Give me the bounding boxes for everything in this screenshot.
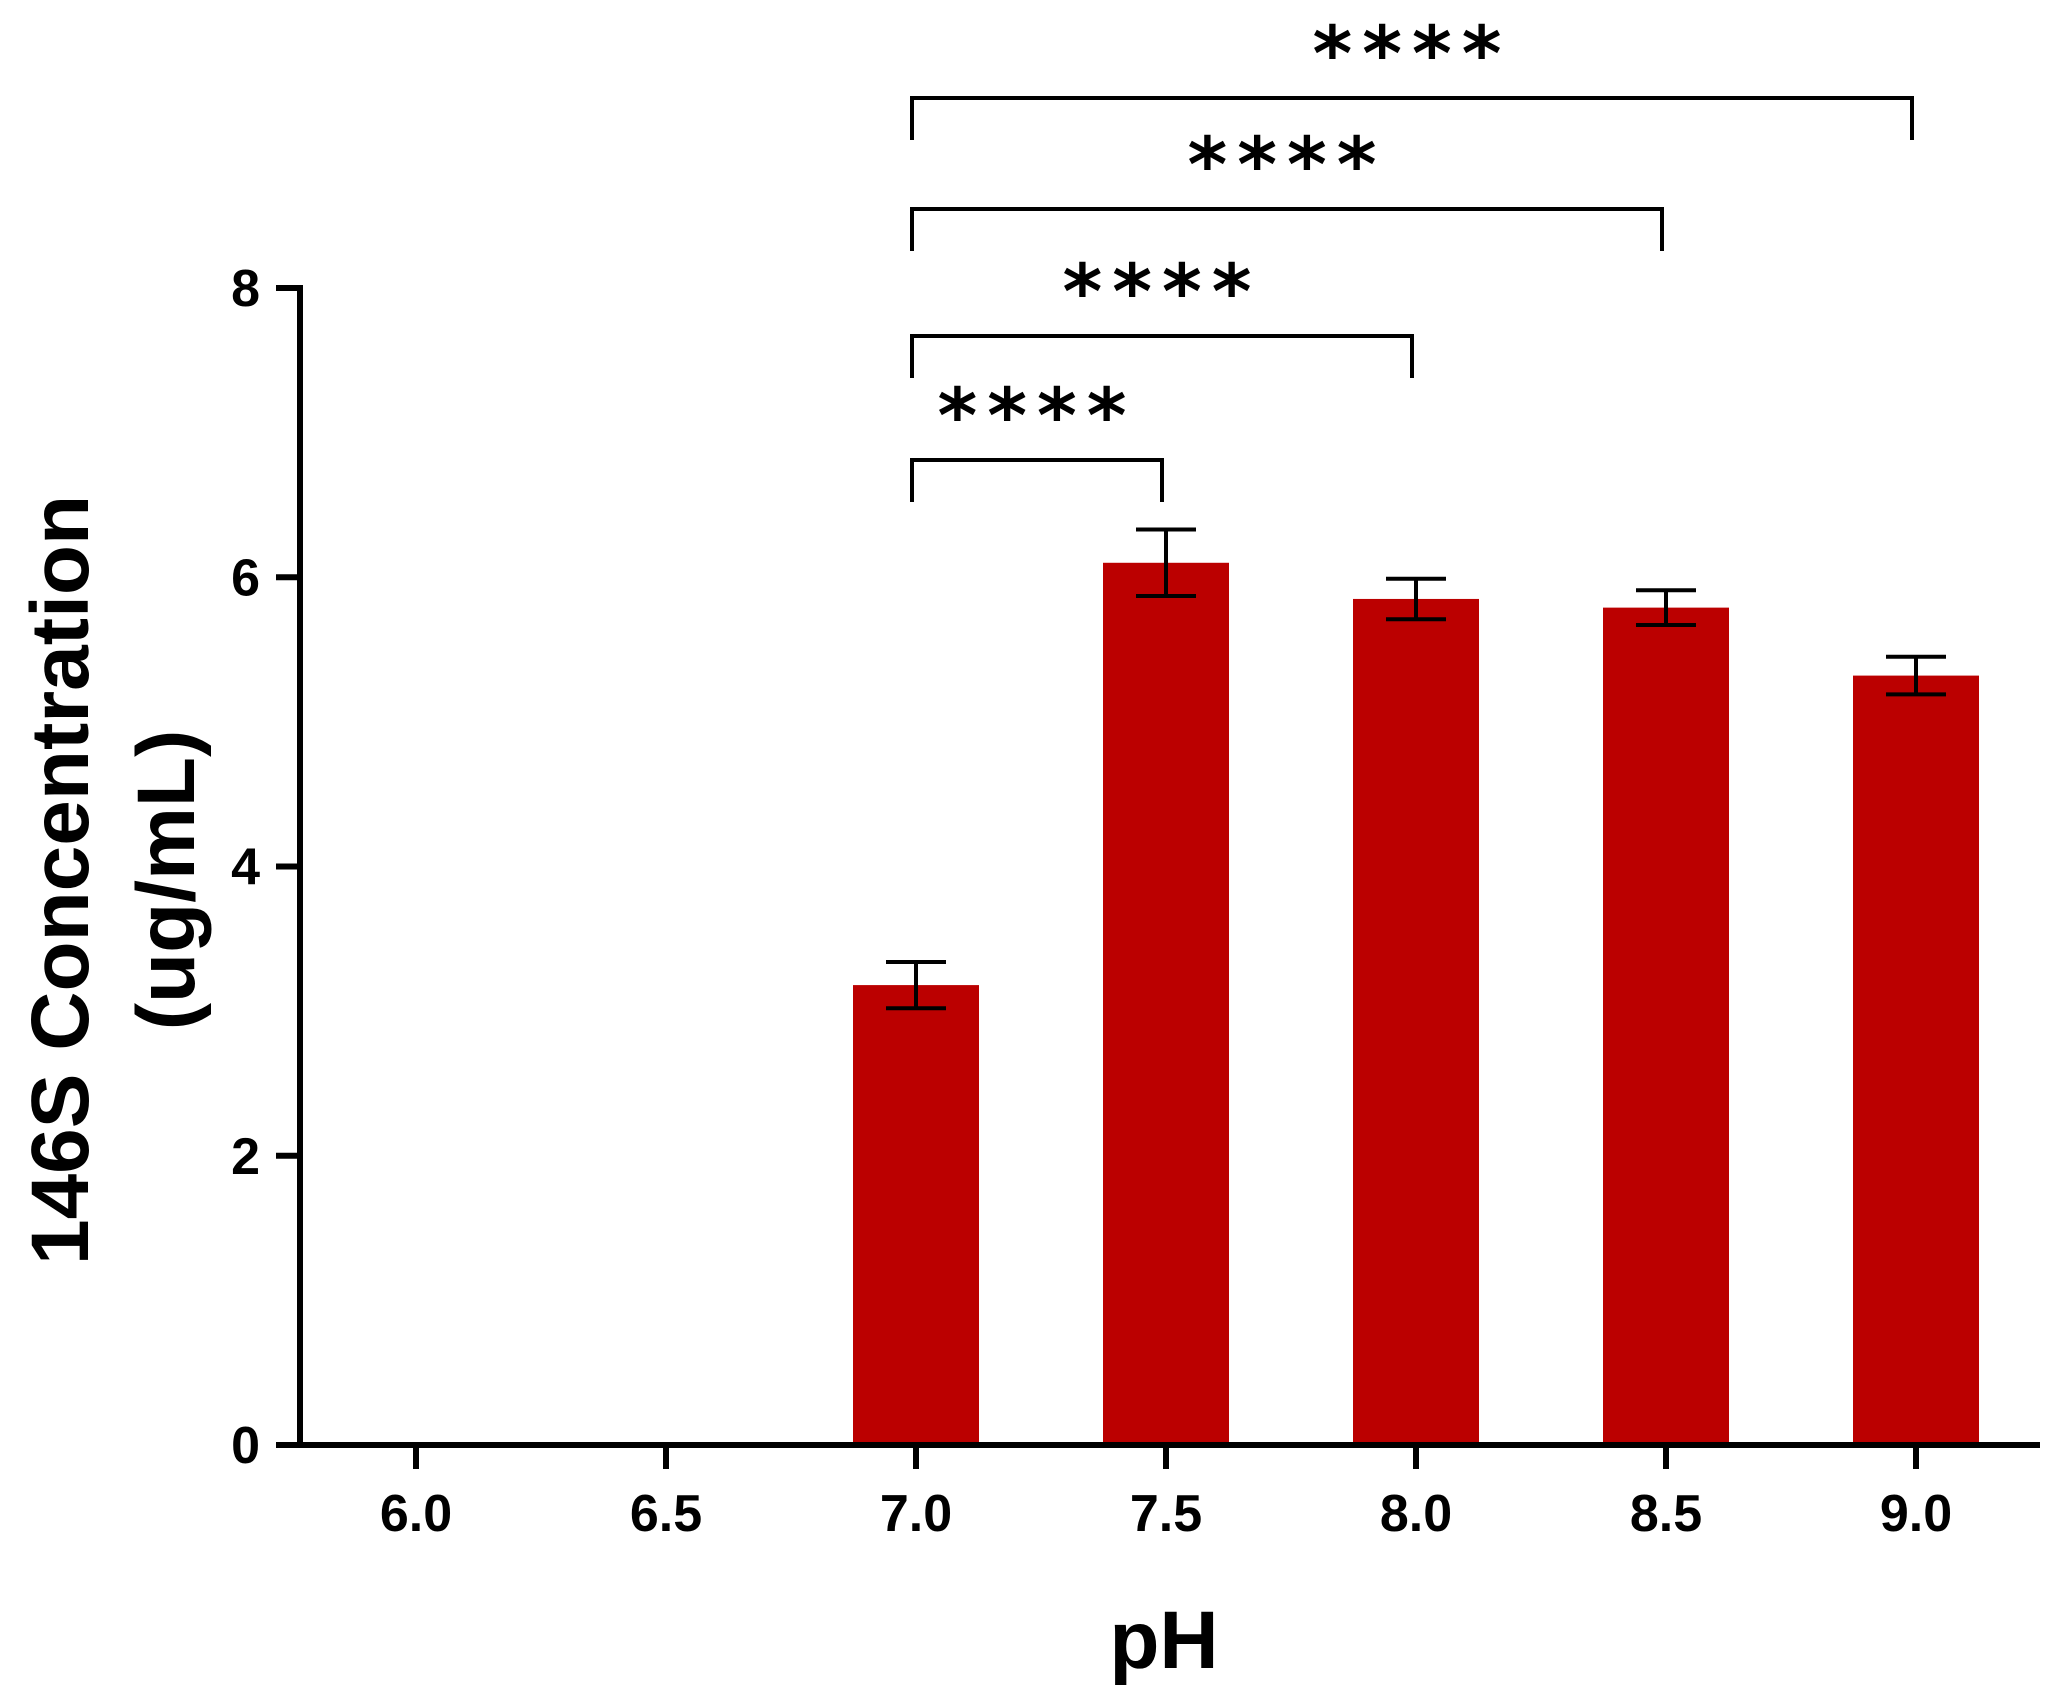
x-axis-title: pH: [1109, 1595, 1218, 1686]
y-tick-label-4: 4: [231, 839, 260, 897]
bar-7.0: [853, 985, 979, 1445]
x-tick-label-9.0: 9.0: [1880, 1485, 1952, 1543]
y-axis-title-line-1: 146S Concentration: [15, 495, 106, 1265]
x-tick-label-7.5: 7.5: [1130, 1485, 1202, 1543]
significance-bracket-line: [910, 458, 1164, 502]
error-bar-8.5: [1636, 588, 1696, 627]
significance-bracket-line: [910, 96, 1914, 140]
y-tick-label-2: 2: [231, 1128, 260, 1186]
bars-layer: [853, 562, 1979, 1445]
significance-bracket-7.0-8.5: ****: [910, 120, 1664, 251]
significance-bracket-7.0-7.5: ****: [910, 371, 1164, 502]
significance-label: ****: [938, 371, 1137, 460]
x-tick-label-8.0: 8.0: [1380, 1485, 1452, 1543]
significance-label: ****: [1313, 9, 1512, 98]
error-bar-9.0: [1886, 654, 1946, 697]
significance-label: ****: [1063, 247, 1262, 336]
bar-8.5: [1603, 607, 1729, 1445]
y-tick-label-8: 8: [231, 260, 260, 318]
significance-bracket-line: [910, 334, 1414, 378]
y-tick-label-0: 0: [231, 1417, 260, 1475]
bar-9.0: [1853, 675, 1979, 1445]
significance-bracket-line: [910, 207, 1664, 251]
y-tick-label-6: 6: [231, 549, 260, 607]
significance-bracket-7.0-8.0: ****: [910, 247, 1414, 378]
axes-layer: 0 2 4 6 8 6.0 6.5 7.0 7.5 8.0 8.5 9.0: [231, 260, 2040, 1543]
x-tick-label-7.0: 7.0: [880, 1485, 952, 1543]
significance-label: ****: [1188, 120, 1387, 209]
significance-bracket-7.0-9.0: ****: [910, 9, 1914, 140]
error-bar-8.0: [1386, 576, 1446, 622]
y-axis-title-line-2: (ug/mL): [121, 730, 212, 1031]
x-tick-label-6.5: 6.5: [630, 1485, 702, 1543]
bar-8.0: [1353, 598, 1479, 1445]
error-bar-7.5: [1136, 527, 1196, 599]
x-tick-label-8.5: 8.5: [1630, 1485, 1702, 1543]
x-tick-label-6.0: 6.0: [380, 1485, 452, 1543]
error-bars-layer: [886, 527, 1946, 1011]
bar-7.5: [1103, 562, 1229, 1445]
error-bar-7.0: [886, 959, 946, 1011]
significance-layer: **** **** **** ****: [910, 9, 1914, 502]
